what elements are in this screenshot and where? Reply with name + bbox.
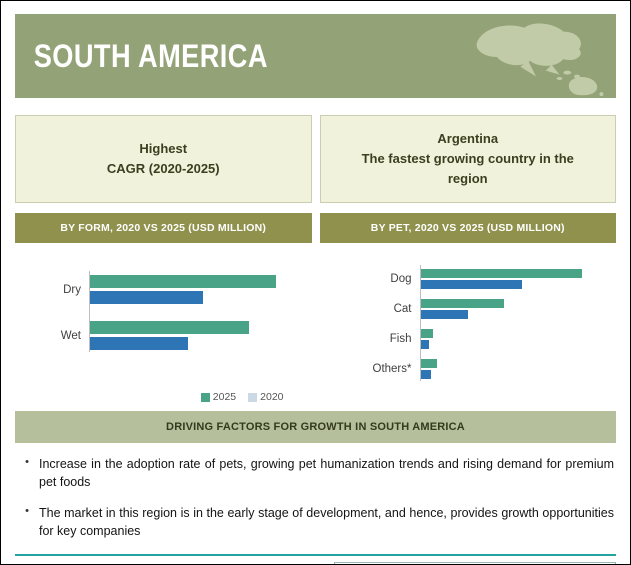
bullet-text: Increase in the adoption rate of pets, g… <box>39 457 614 490</box>
bullet-text: The market in this region is in the earl… <box>39 506 614 539</box>
highlight-line2: CAGR (2020-2025) <box>106 161 220 176</box>
category-label: Fish <box>389 333 412 345</box>
bar-2025-dog <box>419 269 582 278</box>
footer: © 2009 - 2020 MarketsandMarkets Research… <box>15 553 616 564</box>
legend-item-2025: 2025 <box>200 391 237 403</box>
highlight-line1: Argentina <box>437 130 499 146</box>
chart-legend: 2025 2020 <box>200 391 284 403</box>
bar-2020-dry <box>89 291 203 304</box>
bar-2020-fish <box>419 340 430 349</box>
legend-item-2020: 2020 <box>248 391 284 403</box>
legend-swatch-2020 <box>248 392 258 402</box>
section-header-by-pet: BY PET, 2020 VS 2025 (USD MILLION) <box>319 213 616 243</box>
category-label: Dry <box>63 283 81 296</box>
chart-by-form: 2025 2020 Dry Wet <box>15 245 312 403</box>
chart-category-row: Cat <box>320 299 617 319</box>
highlight-line2: The fastest growing country in the regio… <box>361 150 574 187</box>
header-banner: SOUTH AMERICA <box>15 14 616 98</box>
bullet-icon: • <box>25 456 29 468</box>
bar-2025-others <box>419 359 438 368</box>
section-header-row: BY FORM, 2020 VS 2025 (USD MILLION) BY P… <box>15 213 616 243</box>
category-label: Cat <box>393 303 412 315</box>
chart-by-pet: Dog Cat Fish Others* <box>320 245 617 403</box>
bar-2025-cat <box>419 299 504 308</box>
legend-swatch-2025 <box>200 392 210 402</box>
highlight-line1: Highest <box>139 140 188 156</box>
list-item: • The market in this region is in the ea… <box>15 504 616 540</box>
highlight-row: Highest CAGR (2020-2025) Argentina The f… <box>15 115 616 203</box>
bar-2025-dry <box>89 275 276 288</box>
chart-rows: Dry Wet <box>15 271 312 352</box>
category-bars <box>89 321 312 350</box>
legend-label-2020: 2020 <box>260 391 284 403</box>
section-header-by-form: BY FORM, 2020 VS 2025 (USD MILLION) <box>15 213 312 243</box>
bar-2020-others <box>419 370 431 379</box>
charts-row: 2025 2020 Dry Wet Dog Cat Fish Others* <box>15 245 616 403</box>
driving-factors-list: • Increase in the adoption rate of pets,… <box>15 455 616 554</box>
bar-2025-wet <box>89 321 250 334</box>
chart-category-row: Others* <box>320 359 617 379</box>
bullet-icon: • <box>25 505 29 518</box>
category-bars <box>89 275 312 304</box>
copyright-text: © 2009 - 2020 MarketsandMarkets Research… <box>333 561 616 564</box>
page-title: SOUTH AMERICA <box>33 37 268 74</box>
category-label: Wet <box>60 329 81 342</box>
category-bars <box>419 299 617 319</box>
legend-label-2025: 2025 <box>212 391 237 403</box>
category-bars <box>419 359 617 379</box>
chart-rows: Dog Cat Fish Others* <box>320 265 617 381</box>
chart-category-row: Wet <box>15 321 312 350</box>
chart-category-row: Dry <box>15 275 312 304</box>
bar-2020-wet <box>89 337 188 350</box>
category-label: Dog <box>390 273 412 285</box>
category-bars <box>419 269 617 289</box>
chart-category-row: Dog <box>320 269 617 289</box>
chart-category-row: Fish <box>320 329 617 349</box>
highlight-card-cagr: Highest CAGR (2020-2025) <box>15 115 312 203</box>
highlight-card-country: Argentina The fastest growing country in… <box>319 115 616 203</box>
category-bars <box>419 329 617 349</box>
bar-2020-dog <box>419 280 522 289</box>
bar-2025-fish <box>419 329 433 338</box>
world-map-icon <box>476 23 604 97</box>
driving-factors-header: DRIVING FACTORS FOR GROWTH IN SOUTH AMER… <box>15 411 616 443</box>
list-item: • Increase in the adoption rate of pets,… <box>15 455 616 491</box>
bar-2020-cat <box>419 310 469 319</box>
category-label: Others* <box>372 363 412 375</box>
